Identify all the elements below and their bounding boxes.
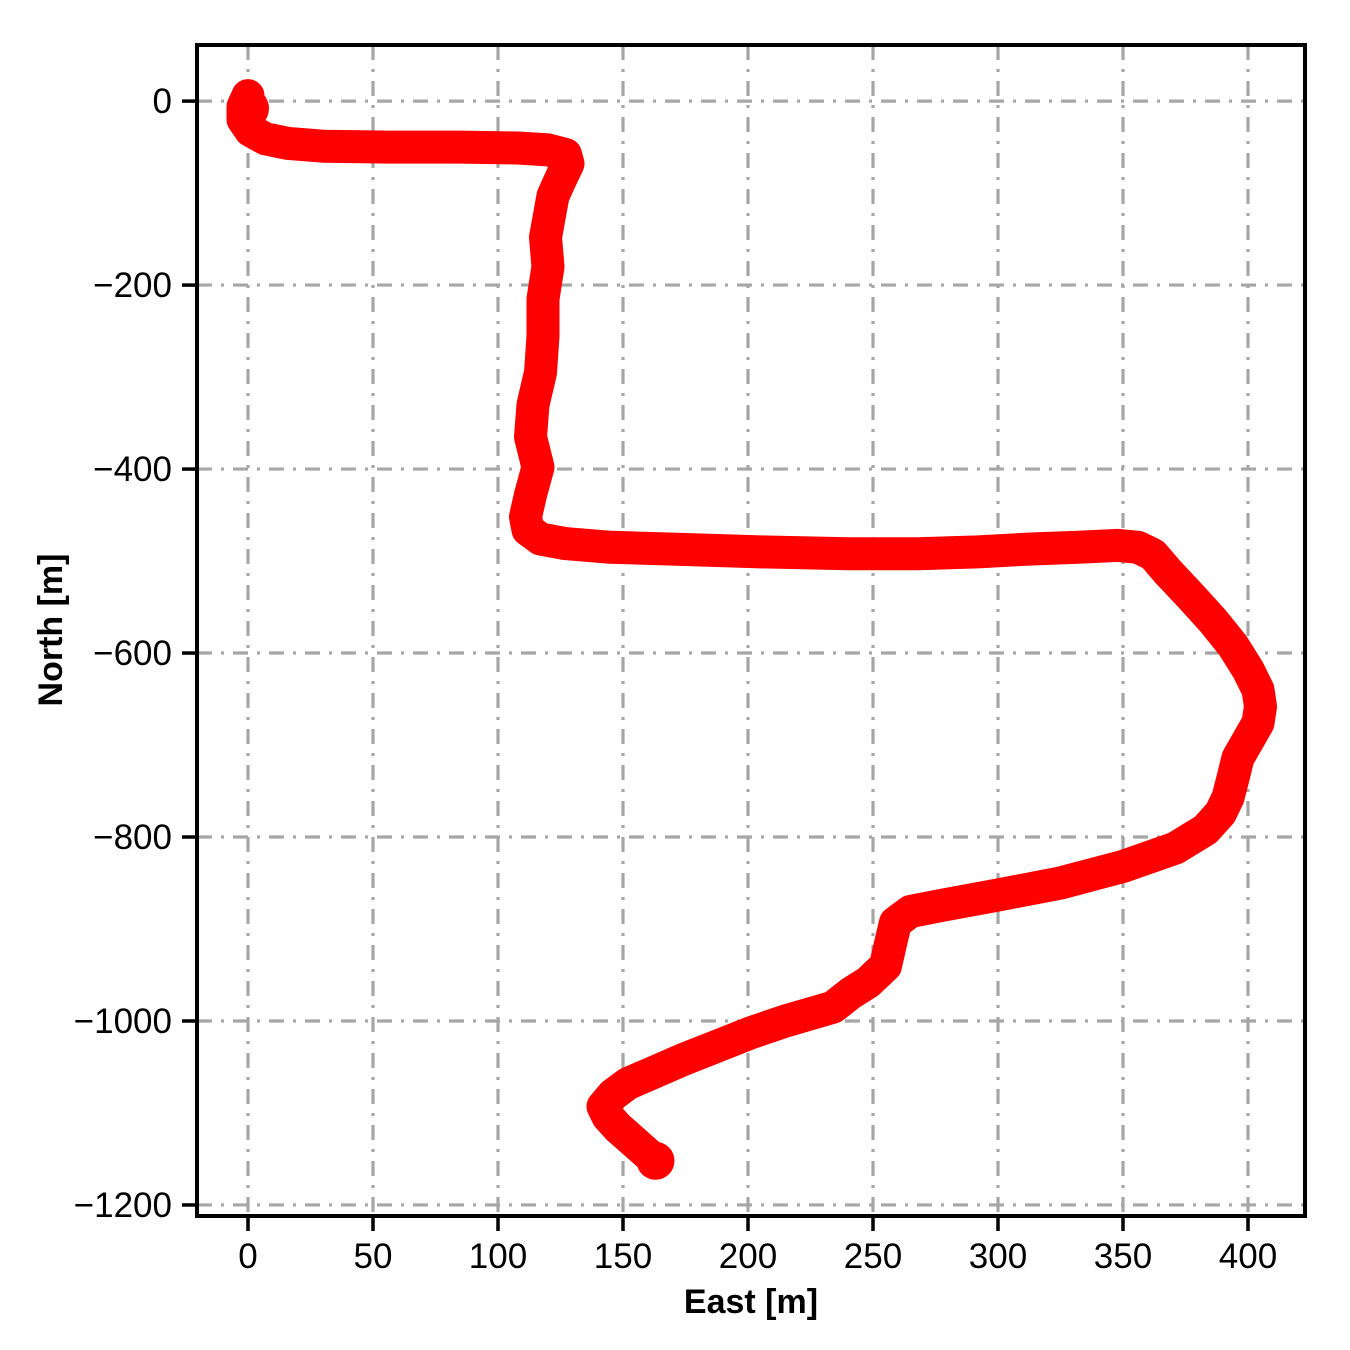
trajectory-series [226,79,1277,1180]
y-axis-title: North [m] [32,554,70,707]
y-tick-label: −1000 [74,1002,172,1041]
y-tick-label: −200 [93,266,172,305]
y-tick-label: −400 [93,450,172,489]
y-tick-label: −600 [93,634,172,673]
x-tick-label: 350 [1094,1237,1152,1276]
trajectory-start-marker [227,87,269,130]
x-tick-label: 400 [1219,1237,1277,1276]
x-tick-label: 0 [238,1237,257,1276]
x-axis-title: East [m] [684,1283,818,1321]
trajectory-end-marker [636,1141,675,1180]
y-tick-label: −1200 [74,1186,172,1225]
axes-frame [182,43,1307,1231]
trajectory-path [226,79,1277,1178]
x-tick-label: 300 [969,1237,1027,1276]
y-tick-label: −800 [93,818,172,857]
x-tick-label: 150 [594,1237,652,1276]
x-tick-label: 200 [719,1237,777,1276]
y-tick-label: 0 [153,82,172,121]
x-tick-label: 100 [469,1237,527,1276]
x-tick-label: 250 [844,1237,902,1276]
plot-border [195,43,1307,1218]
tick-labels: 0 50 100 150 200 250 300 350 400 0 −200 −400 −600 −80… [74,82,1278,1276]
x-tick-label: 50 [354,1237,393,1276]
